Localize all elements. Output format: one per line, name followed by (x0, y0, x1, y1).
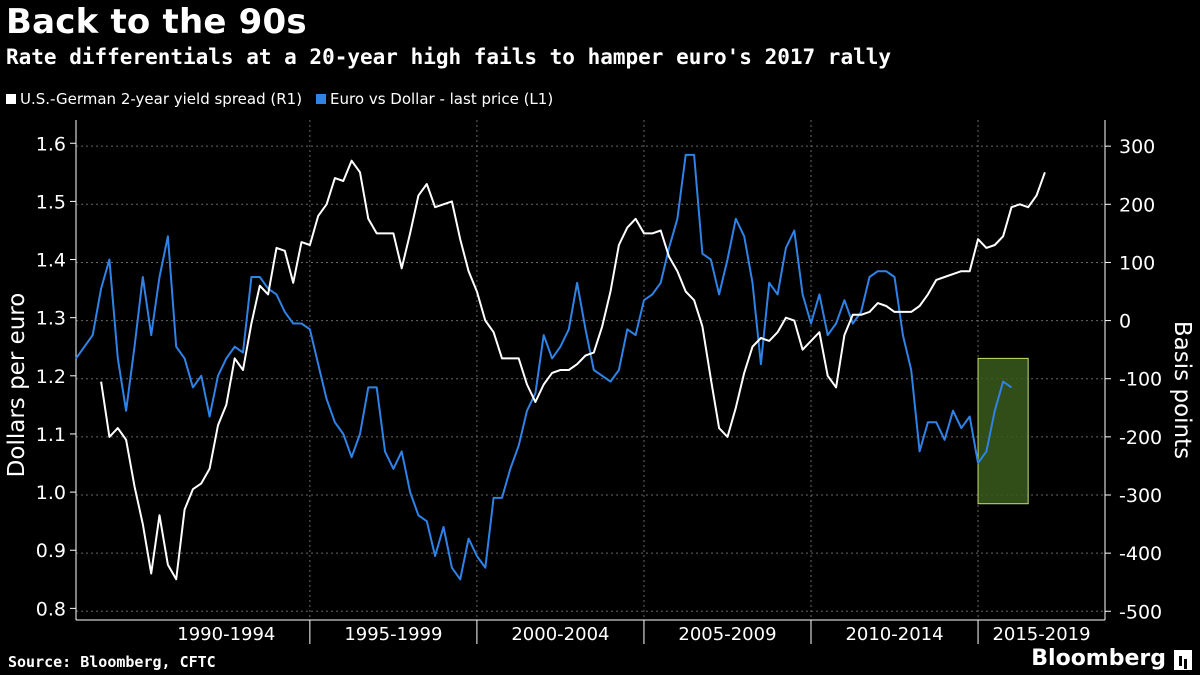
x-axis-tick-label: 1995-1999 (344, 624, 442, 645)
series-line-euro (75, 153, 1013, 581)
right-axis-tick-label: 300 (1119, 136, 1155, 158)
source-note: Source: Bloomberg, CFTC (8, 653, 216, 671)
series-line-spread (100, 159, 1046, 581)
bloomberg-logo: Bloomberg (1031, 646, 1166, 671)
legend-swatch-spread (6, 94, 16, 104)
right-axis-tick-label: 0 (1119, 311, 1131, 333)
left-axis-tick-label: 1.3 (36, 308, 66, 330)
left-axis-tick-label: 0.9 (36, 540, 66, 562)
left-axis-tick-label: 1.6 (36, 133, 66, 155)
right-axis-tick-label: -400 (1119, 543, 1162, 565)
legend-item-spread: U.S.-German 2-year yield spread (R1) (6, 90, 302, 108)
left-axis-tick-label: 1.2 (36, 366, 66, 388)
x-axis-tick-label: 2015-2019 (992, 624, 1090, 645)
right-axis-tick-label: -300 (1119, 485, 1162, 507)
right-axis-tick-label: -100 (1119, 369, 1162, 391)
legend: U.S.-German 2-year yield spread (R1) Eur… (6, 90, 553, 108)
legend-label-spread: U.S.-German 2-year yield spread (R1) (20, 90, 303, 108)
left-axis-tick-label: 1.1 (36, 424, 66, 446)
bloomberg-terminal-icon (1174, 650, 1192, 670)
x-axis-tick-label: 2005-2009 (678, 624, 776, 645)
x-axis-tick-label: 1990-1994 (177, 624, 275, 645)
right-axis-tick-label: 200 (1119, 194, 1155, 216)
x-axis-tick-label: 2010-2014 (845, 624, 943, 645)
right-axis-tick-label: 100 (1119, 252, 1155, 274)
right-axis-tick-label: -500 (1119, 601, 1162, 623)
x-axis-tick-label: 2000-2004 (511, 624, 609, 645)
legend-swatch-euro (316, 94, 327, 104)
legend-item-euro: Euro vs Dollar - last price (L1) (316, 90, 553, 108)
highlight-box (977, 357, 1029, 505)
legend-label-euro: Euro vs Dollar - last price (L1) (330, 90, 554, 108)
left-axis-tick-label: 1.4 (36, 250, 66, 272)
right-axis-tick-label: -200 (1119, 427, 1162, 449)
chart-title: Back to the 90s (6, 2, 307, 42)
left-axis-tick-label: 1.0 (36, 482, 66, 504)
right-axis-title: Basis points (1169, 321, 1195, 459)
left-axis-title: Dollars per euro (4, 293, 30, 478)
left-axis-tick-label: 1.5 (36, 191, 66, 213)
chart-subtitle: Rate differentials at a 20-year high fai… (6, 45, 892, 69)
left-axis-tick-label: 0.8 (36, 598, 66, 620)
